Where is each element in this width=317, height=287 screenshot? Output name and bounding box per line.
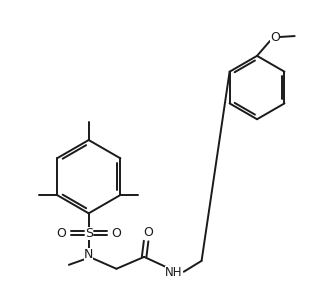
Text: NH: NH bbox=[165, 266, 183, 279]
Text: O: O bbox=[56, 227, 66, 240]
Text: S: S bbox=[85, 227, 93, 240]
Text: O: O bbox=[270, 30, 280, 44]
Text: O: O bbox=[143, 226, 153, 238]
Text: N: N bbox=[84, 249, 94, 261]
Text: O: O bbox=[112, 227, 121, 240]
